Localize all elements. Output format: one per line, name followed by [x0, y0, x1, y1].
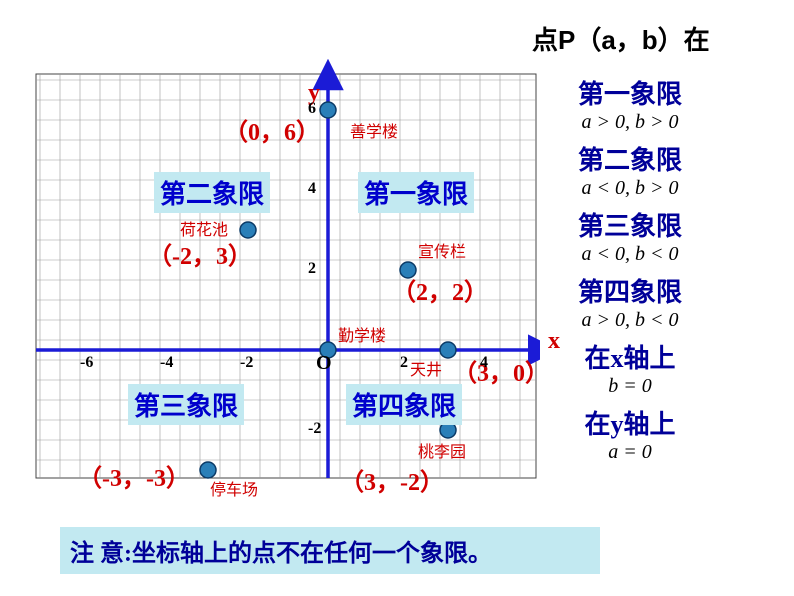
coord-n3-n3: （-3，-3）	[78, 458, 190, 493]
loc-qinxue: 勤学楼	[338, 322, 386, 346]
side-q2-title: 第二象限	[530, 140, 730, 177]
ytick-label: 2	[308, 260, 316, 278]
sidebar: 第一象限 a > 0, b > 0 第二象限 a < 0, b > 0 第三象限…	[530, 10, 790, 464]
coord-n2-3: （-2，3）	[148, 236, 252, 271]
ytick-label: -2	[308, 420, 321, 438]
side-q1-formula: a > 0, b > 0	[530, 111, 730, 134]
quadrant-2-label: 第二象限	[154, 172, 270, 213]
loc-tingche: 停车场	[210, 476, 258, 500]
side-q4-title: 第四象限	[530, 272, 730, 309]
footnote: 注 意:坐标轴上的点不在任何一个象限。	[60, 527, 600, 574]
loc-taoli: 桃李园	[418, 438, 466, 462]
side-yaxis-formula: a = 0	[530, 441, 730, 464]
coord-2-2: （2，2）	[392, 272, 488, 307]
side-q4-formula: a > 0, b < 0	[530, 309, 730, 332]
quadrant-3-label: 第三象限	[128, 384, 244, 425]
xtick-label: -4	[160, 354, 173, 372]
side-xaxis-formula: b = 0	[530, 375, 730, 398]
side-q3-formula: a < 0, b < 0	[530, 243, 730, 266]
loc-tianjing: 天井	[410, 356, 442, 380]
side-q1-title: 第一象限	[530, 74, 730, 111]
coord-3-n2: （3，-2）	[340, 462, 444, 497]
quadrant-1-label: 第一象限	[358, 172, 474, 213]
loc-shanxue: 善学楼	[350, 118, 398, 142]
side-q2-formula: a < 0, b > 0	[530, 177, 730, 200]
ytick-label: 4	[308, 180, 316, 198]
loc-hehua: 荷花池	[180, 216, 228, 240]
xtick-label: 2	[400, 354, 408, 372]
quadrant-4-label: 第四象限	[346, 384, 462, 425]
coord-0-6: （0，6）	[224, 112, 320, 147]
ytick-label: 6	[308, 100, 316, 118]
origin-label: O	[316, 352, 332, 375]
side-q3-title: 第三象限	[530, 206, 730, 243]
xtick-label: 4	[480, 354, 488, 372]
side-yaxis-title: 在y轴上	[530, 404, 730, 441]
xtick-label: -2	[240, 354, 253, 372]
xtick-label: -6	[80, 354, 93, 372]
loc-xuanchuan: 宣传栏	[418, 238, 466, 262]
side-xaxis-title: 在x轴上	[530, 338, 730, 375]
